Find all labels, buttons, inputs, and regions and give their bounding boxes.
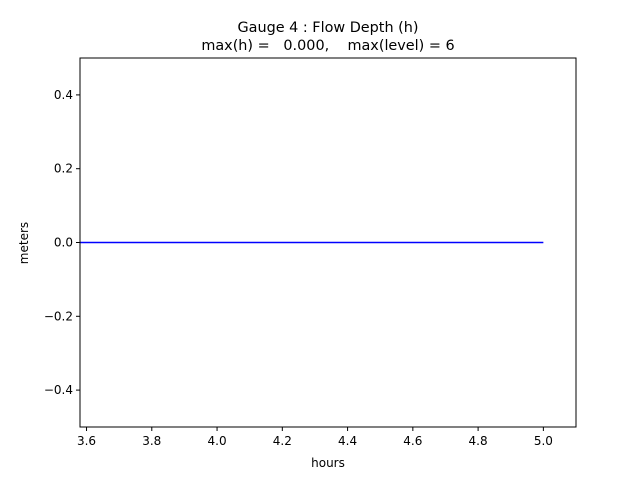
plot-area-frame [79,57,577,428]
y-tick-label: 0.2 [54,162,73,176]
x-axis-label: hours [311,456,345,470]
chart-title-line1: Gauge 4 : Flow Depth (h) [238,20,419,36]
x-tick-label: 4.2 [273,434,292,448]
x-tick-label: 4.0 [208,434,227,448]
y-tick-label: −0.2 [44,309,73,323]
y-tick-label: 0.0 [54,236,73,250]
x-tick-label: 3.6 [77,434,96,448]
x-tick-label: 4.8 [469,434,488,448]
y-tick-label: −0.4 [44,383,73,397]
x-tick-label: 4.4 [338,434,357,448]
y-axis-label: meters [17,222,31,264]
ticks-layer: 3.6 3.8 4.0 4.2 4.4 4.6 4.8 5.0 −0.4 −0.2 0.0 0.2 0.… [44,88,553,448]
x-tick-label: 5.0 [534,434,553,448]
x-tick-label: 3.8 [142,434,161,448]
x-tick-label: 4.6 [403,434,422,448]
y-tick-label: 0.4 [54,88,73,102]
chart-title-line2: max(h) = 0.000, max(level) = 6 [201,38,454,54]
